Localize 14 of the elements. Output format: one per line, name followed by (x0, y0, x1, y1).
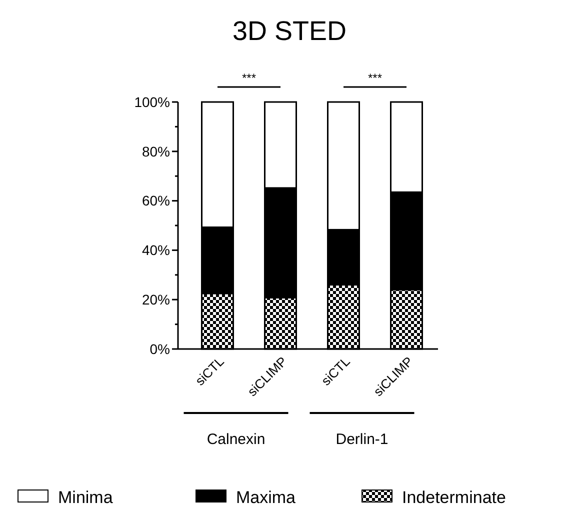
legend-label: Minima (58, 488, 114, 507)
y-tick-label: 0% (150, 340, 170, 357)
y-tick-label: 60% (142, 192, 170, 209)
legend-label: Maxima (236, 488, 296, 507)
chart-title: 3D STED (232, 16, 347, 46)
y-tick-label: 20% (142, 292, 170, 308)
text: *** (242, 71, 256, 85)
text: Calnexin (206, 431, 266, 448)
y-tick-label: 40% (142, 242, 170, 258)
legend-label: Indeterminate (402, 488, 506, 507)
y-tick-label: 100% (134, 94, 170, 110)
text: *** (368, 71, 382, 85)
text: Derlin-1 (336, 431, 388, 448)
y-tick-label: 80% (142, 143, 170, 160)
